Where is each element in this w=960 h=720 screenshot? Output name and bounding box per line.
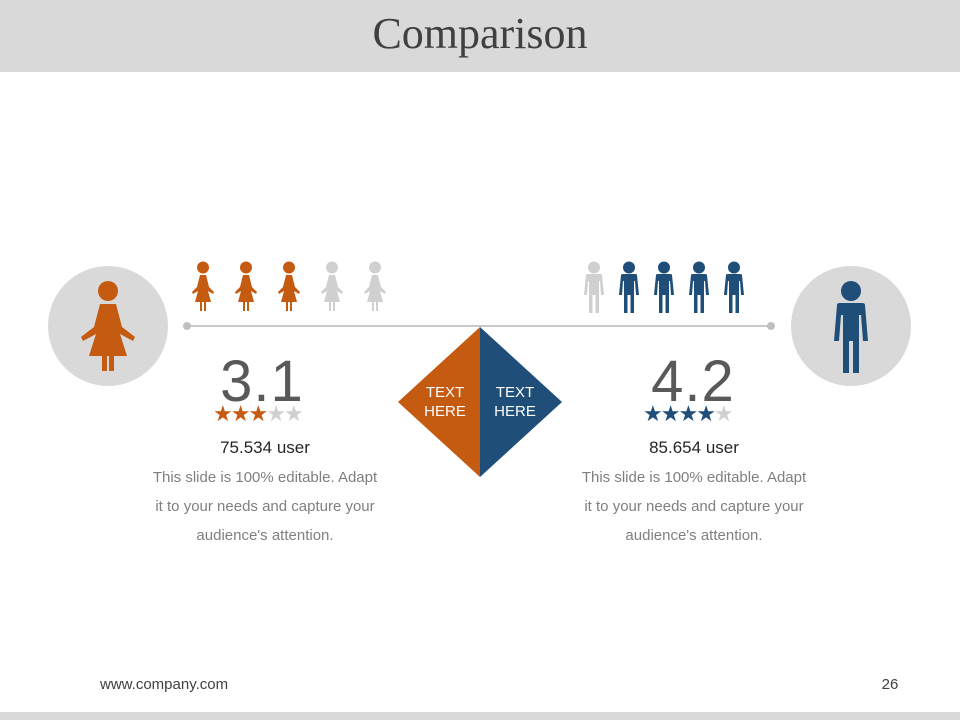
left-value: 3.1 — [220, 349, 304, 414]
female-user-icon — [235, 261, 257, 311]
male-user-icon — [724, 261, 744, 313]
diamond-left-half — [398, 327, 480, 477]
right-avatar — [791, 266, 911, 386]
star-icon: ★ — [713, 401, 734, 426]
female-user-icon — [192, 261, 214, 311]
right-value: 4.2 — [651, 349, 735, 414]
left-avatar — [48, 266, 168, 386]
male-user-icon — [584, 261, 604, 313]
star-icon: ★ — [643, 401, 663, 426]
left-description: This slide is 100% editable. Adapt it to… — [152, 469, 378, 544]
male-figure-icon — [834, 281, 868, 373]
slide-title: Comparison — [372, 9, 588, 58]
right-user-icons — [580, 261, 748, 315]
star-icon: ★ — [213, 401, 233, 426]
comparison-axis — [187, 325, 771, 327]
male-user-icon — [689, 261, 709, 313]
star-icon: ★ — [248, 401, 268, 426]
diamond-right-text: TEXT HERE — [494, 384, 536, 420]
left-user-count: 75.534 user — [220, 438, 310, 457]
right-description: This slide is 100% editable. Adapt it to… — [581, 469, 807, 544]
center-diamond — [398, 327, 562, 477]
male-user-icon — [619, 261, 639, 313]
star-icon: ★ — [266, 401, 286, 426]
right-rating-stars: ★★★★★ — [643, 401, 734, 427]
bottom-bar — [0, 712, 960, 720]
page-number: 26 — [881, 676, 899, 693]
female-user-icon — [321, 261, 343, 311]
diamond-left-text: TEXT HERE — [424, 384, 466, 420]
star-icon: ★ — [678, 401, 698, 426]
female-user-icon — [364, 261, 386, 311]
star-icon: ★ — [696, 401, 716, 426]
footer-url: www.company.com — [100, 676, 229, 693]
star-icon: ★ — [283, 401, 304, 426]
star-icon: ★ — [660, 401, 681, 426]
male-user-icon — [654, 261, 674, 313]
diamond-right-half — [480, 327, 562, 477]
left-user-icons — [189, 261, 389, 315]
title-bar — [0, 0, 960, 72]
left-rating-stars: ★★★★★ — [213, 401, 304, 427]
right-user-count: 85.654 user — [649, 438, 739, 457]
female-user-icon — [278, 261, 300, 311]
female-figure-icon — [81, 281, 135, 371]
axis-right-dot — [767, 322, 775, 330]
star-icon: ★ — [230, 401, 251, 426]
axis-left-dot — [183, 322, 191, 330]
